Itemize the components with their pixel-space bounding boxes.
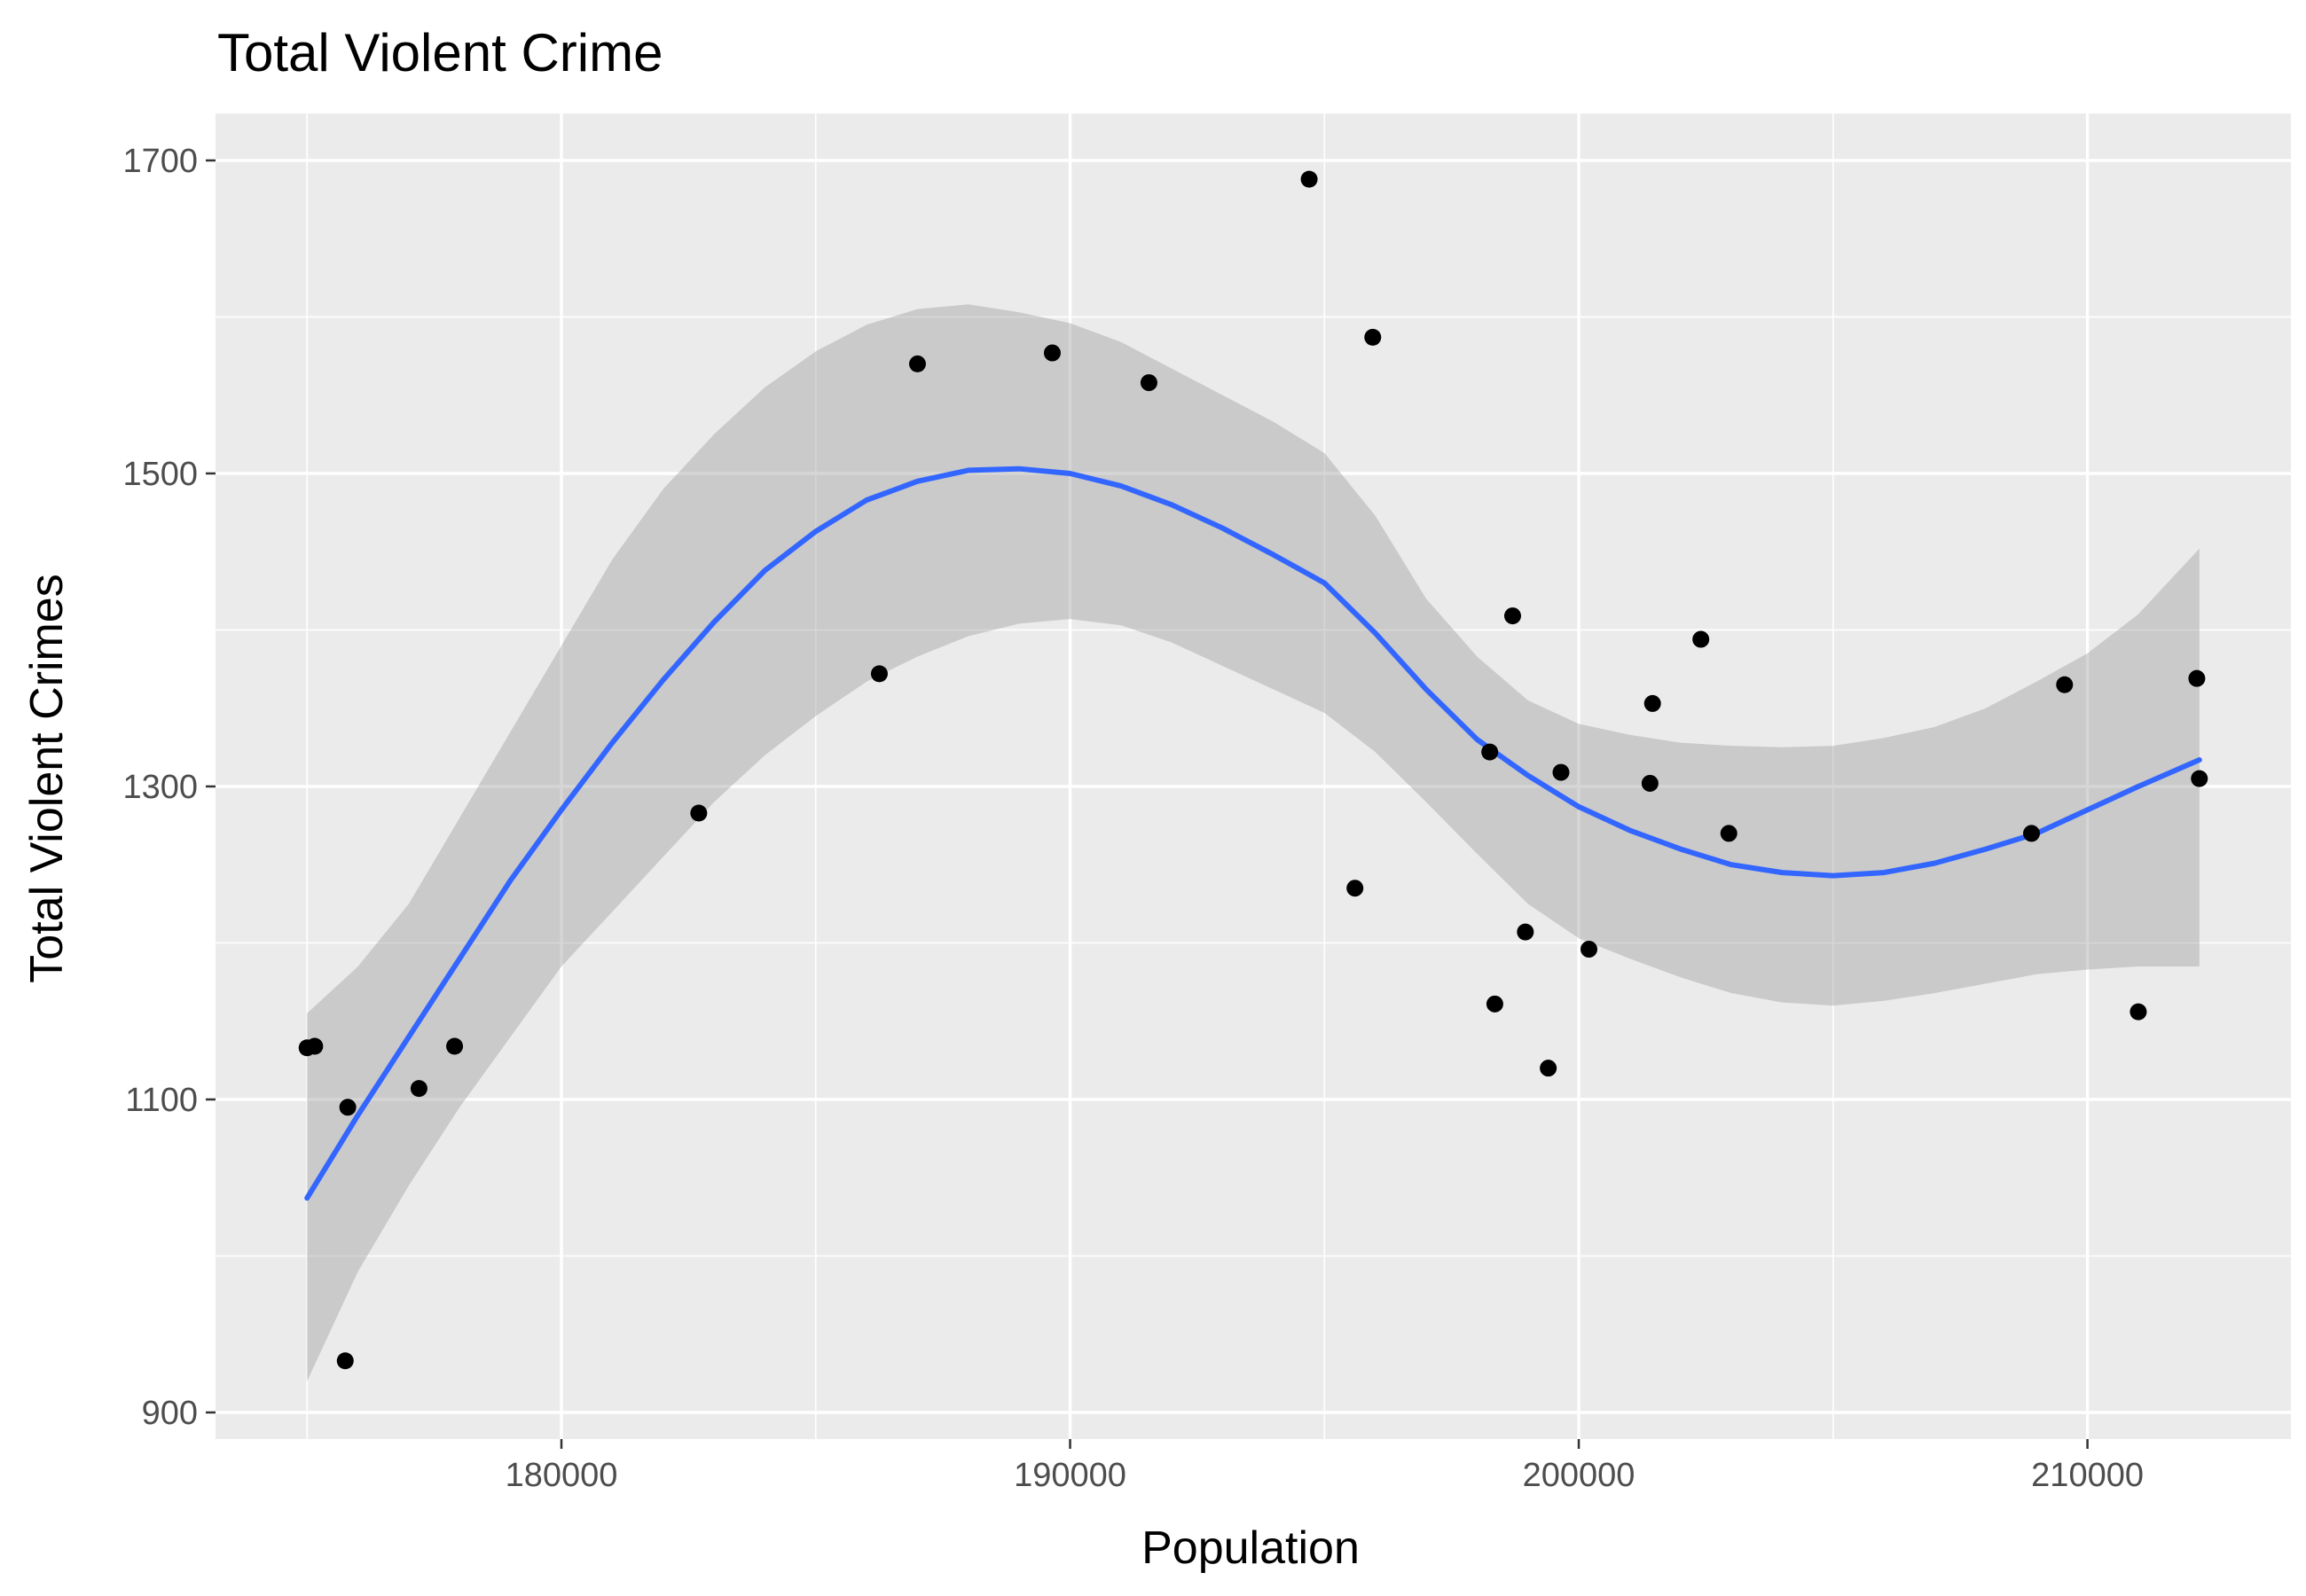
y-tick-label: 1700: [122, 143, 198, 180]
y-tick-label: 1300: [122, 769, 198, 806]
data-point: [1643, 694, 1661, 712]
data-point: [1140, 374, 1157, 392]
y-tick-label: 1500: [122, 456, 198, 493]
x-axis-title: Population: [1141, 1522, 1360, 1574]
chart-title: Total Violent Crime: [217, 23, 663, 82]
data-point: [1486, 995, 1503, 1013]
data-point: [1552, 763, 1570, 781]
axes: 180000 190000 200000 210000 900 1100 1300 1500 1…: [122, 143, 2144, 1494]
data-point: [1517, 923, 1534, 941]
data-point: [2056, 676, 2074, 693]
data-point: [1540, 1060, 1557, 1077]
data-point: [2188, 669, 2206, 687]
smooth-line: [304, 466, 2202, 1201]
data-point: [1504, 607, 1521, 625]
data-point: [690, 804, 708, 822]
smooth-line-group: [304, 466, 2202, 1201]
y-tick-label: 900: [142, 1395, 198, 1432]
data-point: [1720, 825, 1737, 842]
x-tick-label: 190000: [1014, 1457, 1126, 1494]
data-points: [298, 170, 2208, 1370]
data-point: [1692, 630, 1710, 648]
y-tick-label: 1100: [125, 1082, 198, 1119]
data-point: [339, 1099, 357, 1116]
data-point: [446, 1037, 464, 1055]
data-point: [1043, 344, 1061, 362]
x-tick-label: 210000: [2031, 1457, 2144, 1494]
x-tick-label: 180000: [506, 1457, 618, 1494]
data-point: [1641, 774, 1659, 792]
data-point: [1580, 941, 1598, 958]
data-point: [1364, 328, 1382, 346]
data-point: [2191, 770, 2208, 787]
confidence-band: [307, 304, 2200, 1381]
y-axis-title: Total Violent Crimes: [21, 574, 73, 982]
data-point: [1346, 880, 1364, 897]
data-point: [2130, 1003, 2147, 1021]
data-point: [336, 1352, 354, 1370]
data-point: [870, 665, 888, 683]
confidence-band-group: [307, 304, 2200, 1381]
data-point: [306, 1037, 324, 1055]
grid-lines: [216, 113, 2291, 1439]
data-point: [1300, 170, 1318, 188]
x-tick-label: 200000: [1523, 1457, 1635, 1494]
data-point: [1481, 743, 1499, 761]
data-point: [410, 1080, 427, 1098]
data-point: [908, 355, 926, 372]
data-point: [2023, 825, 2040, 842]
